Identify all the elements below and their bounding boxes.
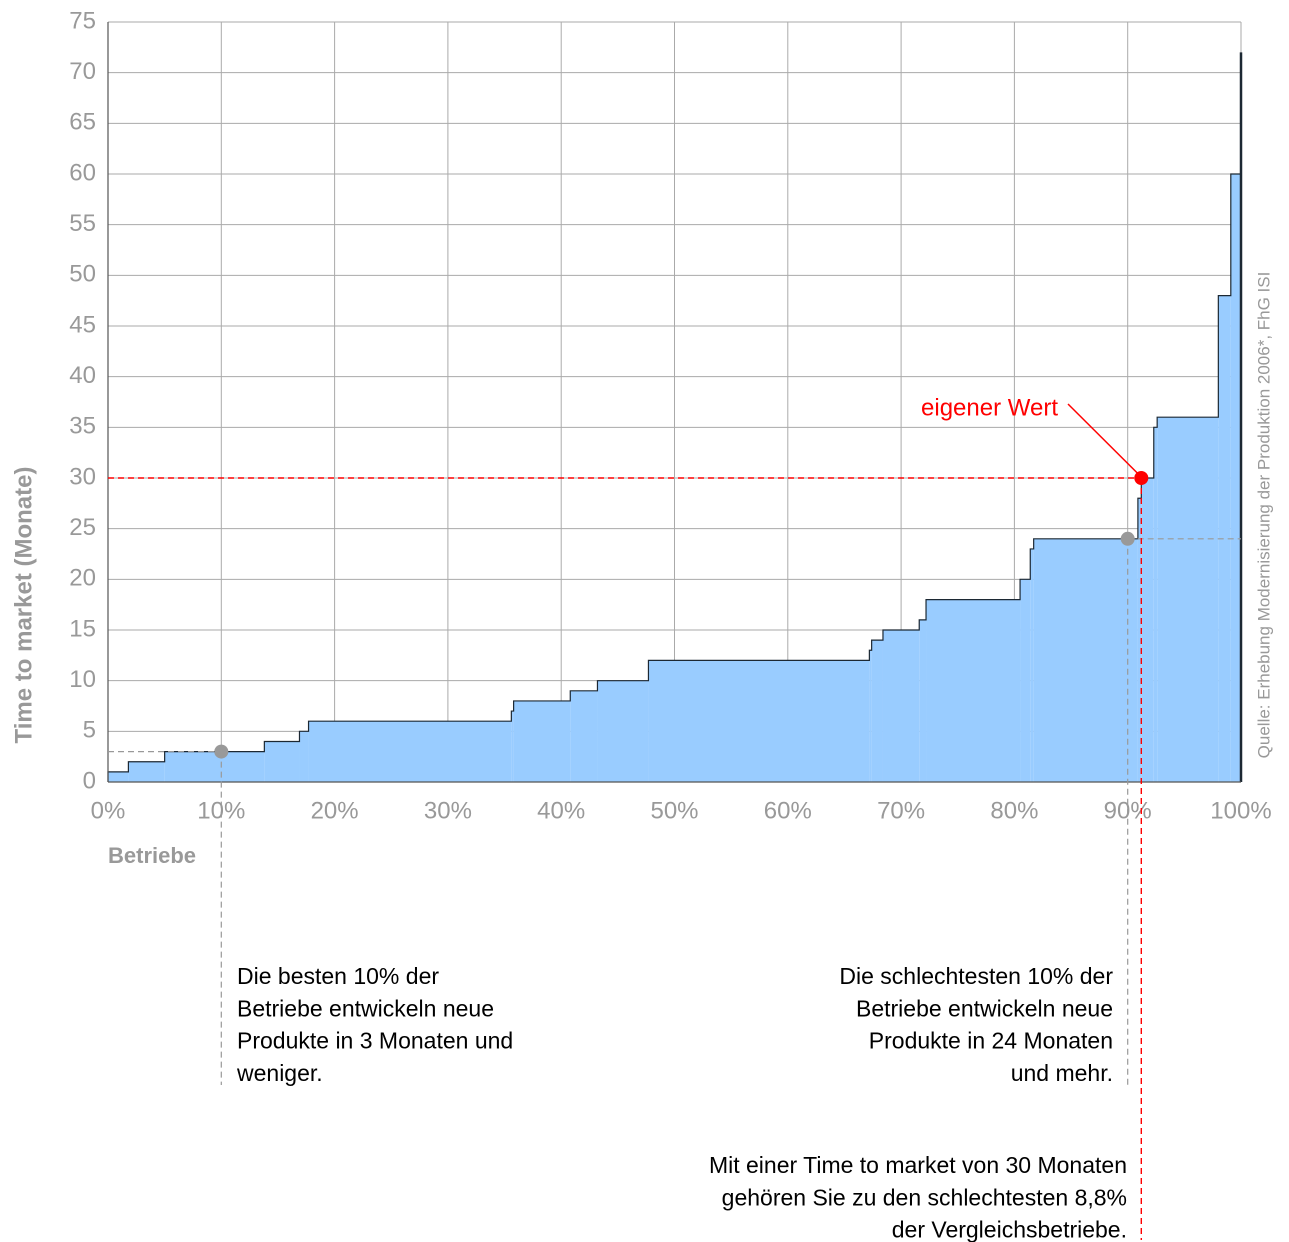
annotation: Produkte in 24 Monaten (869, 1028, 1113, 1054)
marker (214, 744, 229, 759)
step-bar (299, 731, 309, 782)
step-bar (264, 741, 300, 782)
step-bar (1137, 498, 1142, 782)
y-tick-label: 60 (69, 159, 96, 186)
step-bar (1033, 538, 1138, 782)
y-tick-label: 45 (69, 311, 96, 338)
step-bar (570, 690, 598, 782)
step-bar (513, 700, 571, 782)
marker (1120, 531, 1135, 546)
step-bar (597, 680, 649, 782)
step-bar (308, 721, 512, 782)
source-note: Quelle: Erhebung Modernisierung der Prod… (1254, 272, 1273, 759)
y-tick-label: 70 (69, 58, 96, 85)
step-bar (926, 599, 1021, 782)
x-tick-label: 40% (537, 797, 585, 824)
y-tick-label: 40 (69, 362, 96, 389)
y-axis-label: Time to market (Monate) (10, 467, 37, 744)
x-tick-label: 70% (877, 797, 925, 824)
x-tick-label: 10% (197, 797, 245, 824)
step-bar (1020, 579, 1031, 782)
step-bar (648, 660, 870, 782)
y-tick-label: 20 (69, 565, 96, 592)
x-tick-label: 100% (1210, 797, 1271, 824)
step-bar (1230, 174, 1241, 782)
annotation: Die schlechtesten 10% der (839, 963, 1113, 989)
x-tick-label: 30% (424, 797, 472, 824)
x-tick-label: 60% (764, 797, 812, 824)
y-tick-label: 75 (69, 7, 96, 34)
y-tick-label: 30 (69, 463, 96, 490)
annotation: der Vergleichsbetriebe. (892, 1217, 1127, 1242)
own-marker (1134, 471, 1149, 485)
step-bar (511, 711, 514, 782)
step-bar (882, 630, 920, 782)
y-tick-label: 50 (69, 261, 96, 288)
own-label: eigener Wert (921, 394, 1058, 421)
y-tick-label: 25 (69, 514, 96, 541)
step-bar (108, 771, 129, 782)
leader-line (1067, 403, 1138, 474)
x-tick-label: 20% (311, 797, 359, 824)
step-bar (869, 650, 872, 782)
step-bar (1157, 417, 1219, 782)
step-bar (1153, 427, 1158, 782)
y-tick-label: 15 (69, 615, 96, 642)
y-tick-label: 65 (69, 109, 96, 136)
step-bar (128, 761, 165, 782)
y-tick-label: 5 (83, 717, 96, 744)
annotation: Betriebe entwickeln neue (237, 995, 494, 1021)
annotation: und mehr. (1011, 1060, 1113, 1086)
step-outline (107, 173, 1242, 782)
x-tick-label: 80% (990, 797, 1038, 824)
annotation: Mit einer Time to market von 30 Monaten (709, 1152, 1127, 1178)
annotation: Die besten 10% der (237, 963, 439, 989)
step-bar (164, 751, 265, 782)
step-bar (871, 640, 883, 782)
annotation: Betriebe entwickeln neue (856, 995, 1113, 1021)
y-tick-label: 0 (83, 767, 96, 794)
y-tick-label: 35 (69, 413, 96, 440)
x-tick-label: 0% (91, 797, 126, 824)
y-tick-label: 10 (69, 666, 96, 693)
x-axis-label: Betriebe (108, 843, 196, 868)
annotation: Produkte in 3 Monaten und (237, 1028, 513, 1054)
x-tick-label: 50% (650, 797, 698, 824)
step-bar (1141, 478, 1154, 782)
annotation: gehören Sie zu den schlechtesten 8,8% (722, 1184, 1127, 1210)
y-tick-label: 55 (69, 210, 96, 237)
step-bar (1030, 548, 1034, 782)
step-bar (1218, 295, 1231, 782)
step-bar (919, 619, 927, 782)
annotation: weniger. (236, 1060, 323, 1086)
